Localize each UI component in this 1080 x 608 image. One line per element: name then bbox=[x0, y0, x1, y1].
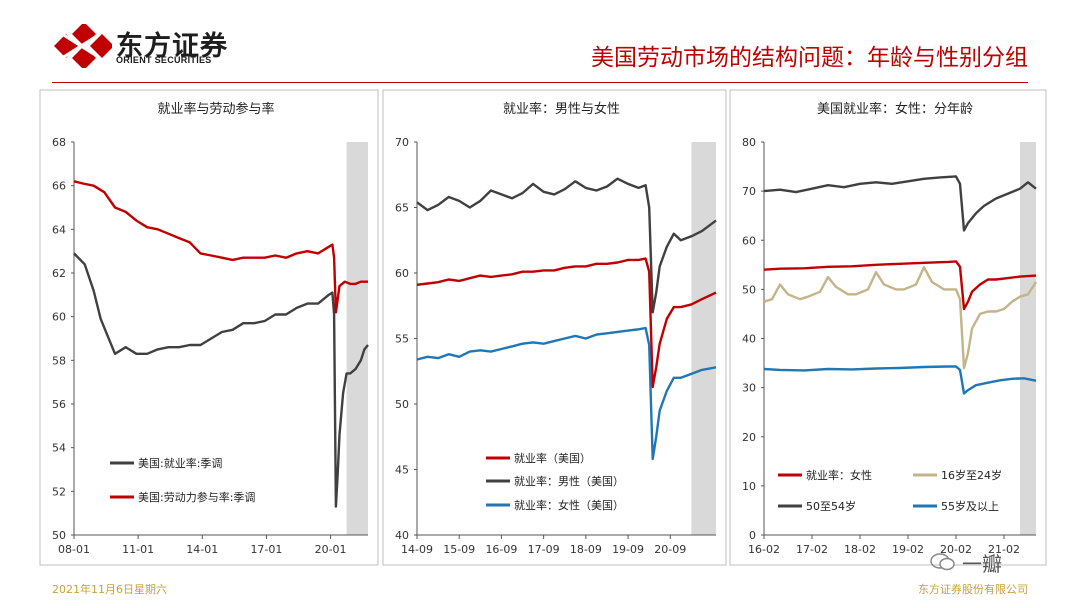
x-tick-label: 18-09 bbox=[570, 543, 602, 556]
x-tick-label: 20-01 bbox=[315, 543, 347, 556]
shaded-region bbox=[1020, 142, 1036, 535]
y-tick-label: 52 bbox=[52, 485, 66, 498]
shaded-region bbox=[346, 142, 368, 535]
x-tick-label: 20-02 bbox=[940, 543, 972, 556]
series-line-2 bbox=[416, 177, 717, 314]
legend-label: 50至54岁 bbox=[806, 499, 856, 513]
legend-label: 美国:就业率:季调 bbox=[138, 456, 222, 470]
y-tick-label: 62 bbox=[52, 267, 66, 280]
y-tick-label: 60 bbox=[742, 234, 756, 247]
y-tick-label: 55 bbox=[395, 333, 409, 346]
y-tick-label: 66 bbox=[52, 180, 66, 193]
series-line-2 bbox=[763, 266, 1038, 370]
chart-title: 美国就业率：女性：分年龄 bbox=[817, 101, 973, 117]
legend-label: 就业率（美国） bbox=[514, 451, 591, 465]
series-line-3 bbox=[763, 175, 1037, 232]
series-line-2 bbox=[73, 180, 368, 314]
x-tick-label: 20-09 bbox=[654, 543, 686, 556]
series-line-3 bbox=[416, 326, 717, 461]
x-tick-label: 14-09 bbox=[401, 543, 433, 556]
x-tick-label: 19-09 bbox=[612, 543, 644, 556]
legend-label: 55岁及以上 bbox=[941, 499, 999, 513]
x-tick-label: 16-09 bbox=[485, 543, 517, 556]
y-tick-label: 70 bbox=[395, 136, 409, 149]
y-tick-label: 0 bbox=[749, 529, 756, 542]
wechat-icon bbox=[930, 553, 955, 571]
y-tick-label: 10 bbox=[742, 480, 756, 493]
legend-label: 美国:劳动力参与率:季调 bbox=[138, 490, 255, 504]
legend-label: 16岁至24岁 bbox=[941, 468, 1002, 482]
x-tick-label: 16-02 bbox=[748, 543, 780, 556]
y-tick-label: 64 bbox=[52, 223, 66, 236]
orient-securities-logo bbox=[54, 24, 112, 68]
chart-panel-frame bbox=[39, 89, 379, 566]
y-tick-label: 20 bbox=[742, 431, 756, 444]
y-tick-label: 65 bbox=[395, 202, 409, 215]
chart-title: 就业率与劳动参与率 bbox=[157, 101, 274, 117]
series-line-1 bbox=[416, 257, 717, 389]
y-tick-label: 60 bbox=[52, 311, 66, 324]
y-tick-label: 50 bbox=[52, 529, 66, 542]
x-tick-label: 14-01 bbox=[186, 543, 218, 556]
y-tick-label: 50 bbox=[395, 398, 409, 411]
series-line-4 bbox=[763, 365, 1037, 395]
x-tick-label: 08-01 bbox=[58, 543, 90, 556]
x-tick-label: 19-02 bbox=[892, 543, 924, 556]
y-tick-label: 60 bbox=[395, 267, 409, 280]
x-tick-label: 17-01 bbox=[250, 543, 282, 556]
x-tick-label: 18-02 bbox=[844, 543, 876, 556]
header-divider bbox=[52, 82, 1028, 83]
y-tick-label: 50 bbox=[742, 283, 756, 296]
legend-label: 就业率：男性（美国） bbox=[514, 474, 624, 488]
slide-title: 美国劳动市场的结构问题：年龄与性别分组 bbox=[591, 45, 1028, 71]
y-tick-label: 40 bbox=[742, 333, 756, 346]
footer-date: 2021年11月6日星期六 bbox=[52, 583, 167, 596]
y-tick-label: 54 bbox=[52, 442, 66, 455]
chart-panel-frame bbox=[729, 89, 1047, 566]
y-tick-label: 68 bbox=[52, 136, 66, 149]
company-name: 东方证券 bbox=[116, 31, 228, 62]
shaded-region bbox=[691, 142, 716, 535]
watermark-text: 一瓣 bbox=[962, 552, 1002, 576]
company-name-en: ORIENT SECURITIES bbox=[116, 55, 212, 65]
series-line-1 bbox=[763, 260, 1037, 311]
series-line-1 bbox=[73, 252, 369, 508]
x-tick-label: 17-02 bbox=[796, 543, 828, 556]
x-tick-label: 21-02 bbox=[988, 543, 1020, 556]
x-tick-label: 15-09 bbox=[443, 543, 475, 556]
y-tick-label: 45 bbox=[395, 464, 409, 477]
legend-label: 就业率：女性（美国） bbox=[514, 498, 624, 512]
x-tick-label: 11-01 bbox=[122, 543, 154, 556]
y-tick-label: 70 bbox=[742, 185, 756, 198]
legend-label: 就业率：女性 bbox=[806, 468, 872, 482]
y-tick-label: 80 bbox=[742, 136, 756, 149]
x-tick-label: 17-09 bbox=[528, 543, 560, 556]
y-tick-label: 40 bbox=[395, 529, 409, 542]
y-tick-label: 30 bbox=[742, 382, 756, 395]
y-tick-label: 58 bbox=[52, 354, 66, 367]
y-tick-label: 56 bbox=[52, 398, 66, 411]
footer-company: 东方证券股份有限公司 bbox=[918, 583, 1028, 596]
chart-panel-frame bbox=[382, 89, 727, 566]
chart-title: 就业率：男性与女性 bbox=[503, 101, 620, 117]
